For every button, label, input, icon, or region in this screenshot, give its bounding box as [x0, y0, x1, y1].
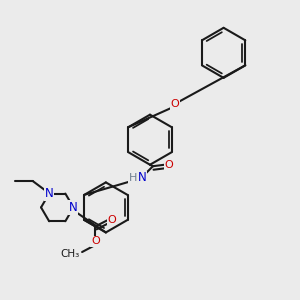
Text: O: O	[107, 215, 116, 225]
Text: O: O	[91, 236, 100, 246]
Text: CH₃: CH₃	[60, 249, 79, 259]
Text: O: O	[165, 160, 173, 170]
Text: N: N	[45, 187, 53, 200]
Text: H: H	[129, 173, 137, 183]
Text: O: O	[171, 99, 179, 110]
Text: N: N	[138, 172, 146, 184]
Text: N: N	[69, 201, 78, 214]
